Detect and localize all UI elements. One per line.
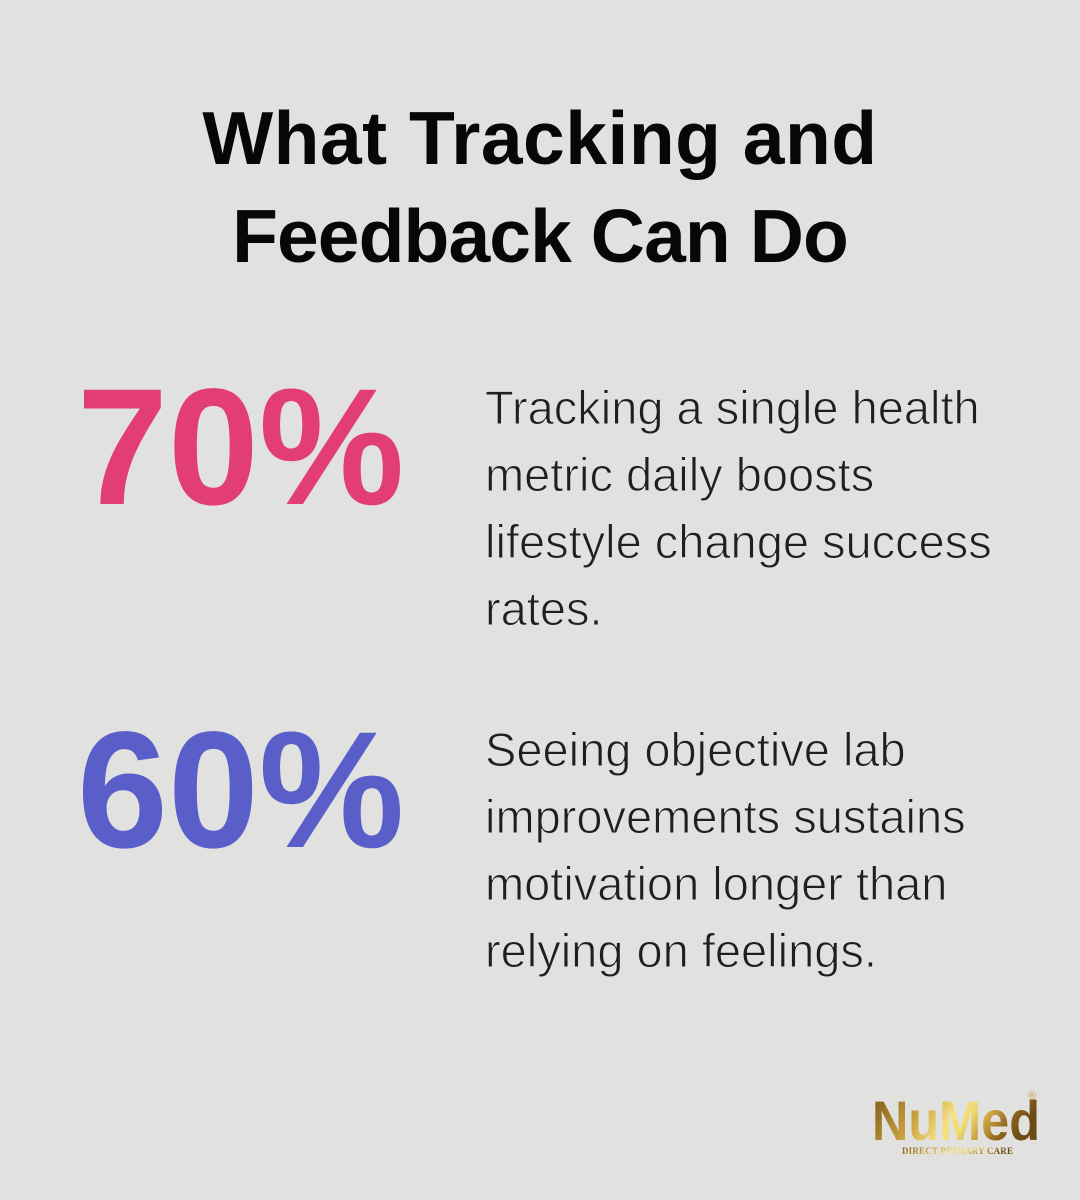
svg-text:DIRECT PRIMARY CARE: DIRECT PRIMARY CARE (902, 1146, 1015, 1156)
svg-text:®: ® (1028, 1090, 1036, 1102)
svg-text:NuMed: NuMed (872, 1089, 1040, 1152)
